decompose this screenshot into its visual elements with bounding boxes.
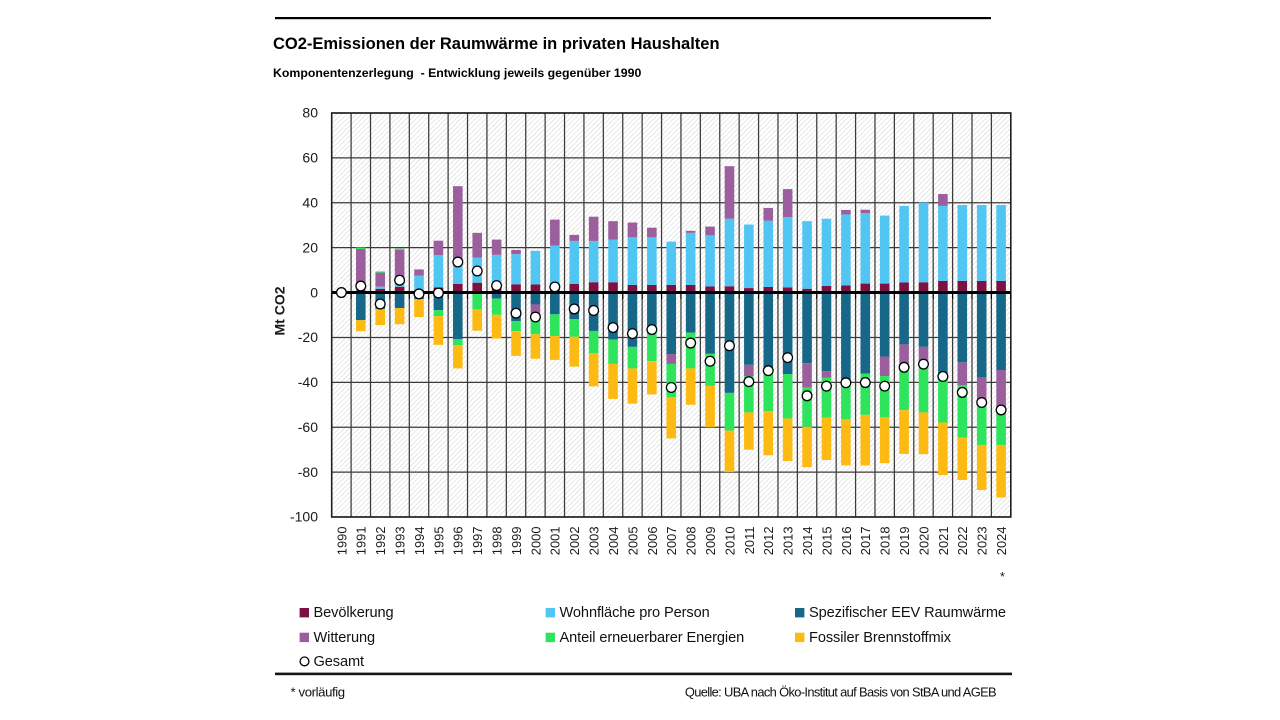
svg-text:2012: 2012 [761,527,776,556]
svg-text:Spezifischer EEV Raumwärme: Spezifischer EEV Raumwärme [809,605,1006,621]
svg-text:Mt CO2: Mt CO2 [272,286,288,335]
svg-text:Quelle: UBA nach Öko-Institut: Quelle: UBA nach Öko-Institut auf Basis … [685,685,996,700]
svg-text:2019: 2019 [897,527,912,556]
svg-text:Komponentenzerlegung - Entwic: Komponentenzerlegung - Entwicklung jewei… [273,66,641,80]
svg-text:80: 80 [302,105,318,121]
svg-text:2011: 2011 [742,527,757,555]
svg-text:2004: 2004 [606,527,621,556]
svg-text:2016: 2016 [839,527,854,556]
svg-text:2005: 2005 [625,527,640,556]
svg-text:2010: 2010 [722,527,737,556]
svg-text:2001: 2001 [548,527,563,556]
svg-text:2013: 2013 [781,527,796,556]
svg-text:2008: 2008 [684,527,699,556]
svg-text:1991: 1991 [354,527,369,556]
svg-text:1997: 1997 [470,527,485,556]
svg-text:1993: 1993 [393,527,408,556]
svg-text:1990: 1990 [334,527,349,556]
svg-text:1994: 1994 [412,527,427,556]
svg-text:2000: 2000 [528,527,543,556]
svg-text:-20: -20 [298,329,318,345]
svg-text:1998: 1998 [490,527,505,556]
svg-text:Gesamt: Gesamt [314,654,365,670]
svg-text:2024: 2024 [994,527,1009,556]
svg-text:1999: 1999 [509,527,524,556]
svg-text:* vorläufig: * vorläufig [291,685,345,700]
svg-text:20: 20 [302,239,318,255]
svg-text:2014: 2014 [800,527,815,556]
svg-text:2015: 2015 [819,527,834,556]
svg-text:*: * [1000,570,1005,584]
svg-text:2018: 2018 [878,527,893,556]
svg-text:1996: 1996 [451,527,466,556]
svg-text:Anteil erneuerbarer Energien: Anteil erneuerbarer Energien [560,630,745,646]
svg-text:2007: 2007 [664,527,679,556]
svg-text:CO2-Emissionen der Raumwärme i: CO2-Emissionen der Raumwärme in privaten… [273,35,720,53]
svg-text:2003: 2003 [587,527,602,556]
svg-text:60: 60 [302,150,318,166]
svg-text:2022: 2022 [955,527,970,556]
svg-text:2002: 2002 [567,527,582,556]
svg-text:1995: 1995 [431,527,446,556]
svg-text:2021: 2021 [936,527,951,556]
svg-text:-80: -80 [298,464,318,480]
svg-text:Bevölkerung: Bevölkerung [314,605,394,621]
svg-text:Fossiler Brennstoffmix: Fossiler Brennstoffmix [809,630,952,646]
svg-text:Witterung: Witterung [314,630,376,646]
svg-text:2006: 2006 [645,527,660,556]
svg-text:-40: -40 [298,374,318,390]
svg-text:-60: -60 [298,419,318,435]
svg-text:40: 40 [302,194,318,210]
svg-text:-100: -100 [290,509,318,525]
svg-text:2020: 2020 [916,527,931,556]
svg-text:2017: 2017 [858,527,873,556]
svg-text:0: 0 [310,284,318,300]
svg-text:Wohnfläche pro Person: Wohnfläche pro Person [560,605,710,621]
svg-text:2023: 2023 [975,527,990,556]
svg-text:1992: 1992 [373,527,388,556]
svg-text:2009: 2009 [703,527,718,556]
